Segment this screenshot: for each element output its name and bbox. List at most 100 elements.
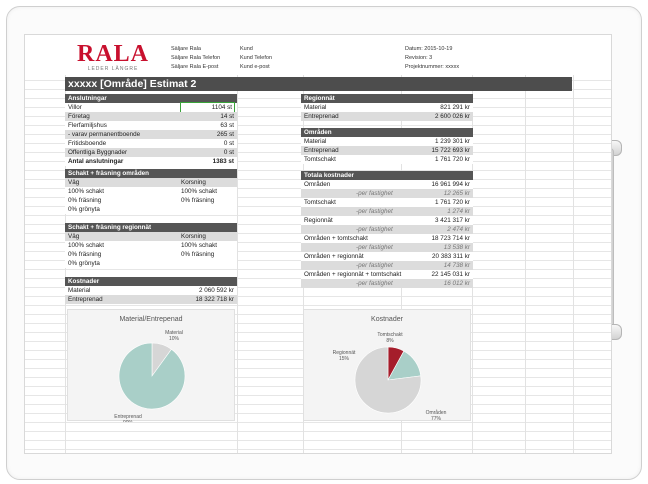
schakt-regionnat-section: Schakt + fräsning regionnät Väg Korsning … bbox=[65, 223, 237, 268]
customer-info: Kund Kund Telefon Kund e-post bbox=[240, 45, 272, 72]
table-row[interactable]: Material 821 291 kr bbox=[301, 103, 473, 112]
logo-text: RALA bbox=[76, 41, 149, 67]
row-value: 18 322 718 kr bbox=[195, 296, 234, 303]
slice-percent-label: 8% bbox=[386, 338, 394, 344]
row-value: 2 600 026 kr bbox=[434, 113, 470, 120]
table-row[interactable]: Offentliga Byggnader 0 st bbox=[65, 148, 237, 157]
table-row[interactable]: - varav permanentboende 265 st bbox=[65, 130, 237, 139]
slice-label: Områden bbox=[426, 409, 447, 416]
slice-label: Entreprenad bbox=[114, 414, 142, 420]
row-value: 14 738 kr bbox=[443, 262, 470, 269]
table-row[interactable]: -per fastighet 14 738 kr bbox=[301, 261, 473, 270]
seller-phone[interactable]: Säljare Rala Telefon bbox=[171, 55, 221, 61]
row-value: 2 474 kr bbox=[447, 226, 470, 233]
pie-slice-entreprenad[interactable] bbox=[118, 342, 186, 410]
customer-email[interactable]: Kund e-post bbox=[240, 64, 270, 70]
rala-logo: RALA LEDER LÄNGRE bbox=[65, 41, 161, 72]
row-value: 0 st bbox=[223, 149, 234, 156]
table-row[interactable]: Regionnät 3 421 317 kr bbox=[301, 216, 473, 225]
estimate-title[interactable]: xxxxx [Område] Estimat 2 bbox=[65, 77, 572, 91]
row-label: Entreprenad bbox=[304, 147, 339, 154]
kostnader-header: Kostnader bbox=[65, 277, 237, 286]
row-label: Flerfamiljshus bbox=[68, 122, 107, 129]
row-label: Områden bbox=[304, 181, 331, 188]
row-label: Områden + tomtschakt bbox=[304, 235, 368, 242]
totala-kostnader-section: Totala kostnader Områden 16 961 994 kr -p… bbox=[301, 171, 473, 288]
customer-phone[interactable]: Kund Telefon bbox=[240, 55, 273, 61]
chart-title: Material/Entrepenad bbox=[119, 316, 183, 323]
row-label: -per fastighet bbox=[356, 190, 393, 197]
project-number-cell[interactable]: Projektnummer: xxxxx bbox=[405, 64, 460, 70]
table-row[interactable]: 0% grönyta bbox=[65, 259, 237, 268]
row-value: 16 961 994 kr bbox=[431, 181, 470, 188]
table-row[interactable]: Områden 16 961 994 kr bbox=[301, 180, 473, 189]
cell: 0% fräsning bbox=[68, 251, 102, 258]
sheet-header: RALA LEDER LÄNGRE Säljare Rala Säljare R… bbox=[25, 35, 611, 75]
anslutningar-section: Anslutningar Villor 1104 st Företag 14 st … bbox=[65, 94, 237, 166]
selected-cell[interactable]: 1104 st bbox=[180, 102, 235, 113]
row-label: Villor bbox=[68, 104, 82, 111]
pie-slice-områden[interactable] bbox=[354, 346, 422, 414]
regionnat-section: Regionnät Material 821 291 kr Entreprenad… bbox=[301, 94, 473, 121]
table-row[interactable]: Material 1 239 301 kr bbox=[301, 137, 473, 146]
row-value: 3 421 317 kr bbox=[434, 217, 470, 224]
cell: 100% schakt bbox=[68, 242, 105, 249]
logo-tagline: LEDER LÄNGRE bbox=[87, 66, 139, 72]
table-row[interactable]: Material 2 060 592 kr bbox=[65, 286, 237, 295]
cell: Korsning bbox=[181, 179, 206, 186]
table-row[interactable]: Områden + regionnät 20 383 311 kr bbox=[301, 252, 473, 261]
table-row[interactable]: -per fastighet 1 274 kr bbox=[301, 207, 473, 216]
cell: 100% schakt bbox=[181, 188, 218, 195]
cell: 0% fräsning bbox=[181, 197, 215, 204]
table-row[interactable]: 100% schakt 100% schakt bbox=[65, 241, 237, 250]
cell: 0% grönyta bbox=[68, 260, 100, 267]
table-row[interactable]: Företag 14 st bbox=[65, 112, 237, 121]
customer-name[interactable]: Kund bbox=[240, 46, 253, 52]
row-value: 265 st bbox=[216, 131, 234, 138]
table-row[interactable]: Flerfamiljshus 63 st bbox=[65, 121, 237, 130]
date-cell[interactable]: Datum: 2015-10-19 bbox=[405, 46, 453, 52]
table-row[interactable]: Väg Korsning bbox=[65, 232, 237, 241]
slice-label: Tomtschakt bbox=[377, 332, 403, 338]
table-row[interactable]: Entreprenad 18 322 718 kr bbox=[65, 295, 237, 304]
row-label: - varav permanentboende bbox=[68, 131, 141, 138]
table-row[interactable]: Tomtschakt 1 761 720 kr bbox=[301, 155, 473, 164]
slice-percent-label: 10% bbox=[169, 336, 180, 342]
table-row[interactable]: Entreprenad 15 722 693 kr bbox=[301, 146, 473, 155]
table-row[interactable]: -per fastighet 2 474 kr bbox=[301, 225, 473, 234]
kostnader-chart[interactable]: Kostnader Tomtschakt 8% Regionnät 15% Område… bbox=[303, 309, 471, 422]
material-entrepenad-chart[interactable]: Material/Entrepenad Material 10% Entrepren… bbox=[67, 309, 235, 422]
omraden-header: Områden bbox=[301, 128, 473, 137]
table-row[interactable]: Väg Korsning bbox=[65, 178, 237, 187]
row-value: 20 383 311 kr bbox=[431, 253, 470, 260]
cell: Korsning bbox=[181, 233, 206, 240]
table-row[interactable]: Antal anslutningar 1383 st bbox=[65, 157, 237, 166]
cell: 0% grönyta bbox=[68, 206, 100, 213]
row-label: Material bbox=[304, 138, 327, 145]
row-value: 821 291 kr bbox=[440, 104, 470, 111]
cell: 100% schakt bbox=[181, 242, 218, 249]
table-row[interactable]: Fritidsboende 0 st bbox=[65, 139, 237, 148]
slice-label: Regionnät bbox=[333, 350, 356, 356]
table-row[interactable]: Villor 1104 st bbox=[65, 102, 237, 113]
table-row[interactable]: 0% grönyta bbox=[65, 205, 237, 214]
revision-cell[interactable]: Revision: 3 bbox=[405, 55, 433, 61]
table-row[interactable]: Områden + regionnät + tomtschakt 22 145 0… bbox=[301, 270, 473, 279]
table-row[interactable]: Områden + tomtschakt 18 723 714 kr bbox=[301, 234, 473, 243]
slice-percent-label: 90% bbox=[123, 420, 134, 422]
table-row[interactable]: 100% schakt 100% schakt bbox=[65, 187, 237, 196]
table-row[interactable]: 0% fräsning 0% fräsning bbox=[65, 196, 237, 205]
row-value: 12 265 kr bbox=[443, 190, 470, 197]
row-label: Områden + regionnät + tomtschakt bbox=[304, 271, 402, 278]
table-row[interactable]: -per fastighet 16 012 kr bbox=[301, 279, 473, 288]
cell: Väg bbox=[68, 179, 80, 186]
table-row[interactable]: -per fastighet 12 265 kr bbox=[301, 189, 473, 198]
spreadsheet[interactable]: RALA LEDER LÄNGRE Säljare Rala Säljare R… bbox=[24, 34, 612, 454]
table-row[interactable]: -per fastighet 13 538 kr bbox=[301, 243, 473, 252]
table-row[interactable]: Entreprenad 2 600 026 kr bbox=[301, 112, 473, 121]
table-row[interactable]: 0% fräsning 0% fräsning bbox=[65, 250, 237, 259]
table-row[interactable]: Tomtschakt 1 761 720 kr bbox=[301, 198, 473, 207]
seller-name[interactable]: Säljare Rala bbox=[171, 46, 201, 52]
seller-email[interactable]: Säljare Rala E-post bbox=[171, 64, 219, 70]
